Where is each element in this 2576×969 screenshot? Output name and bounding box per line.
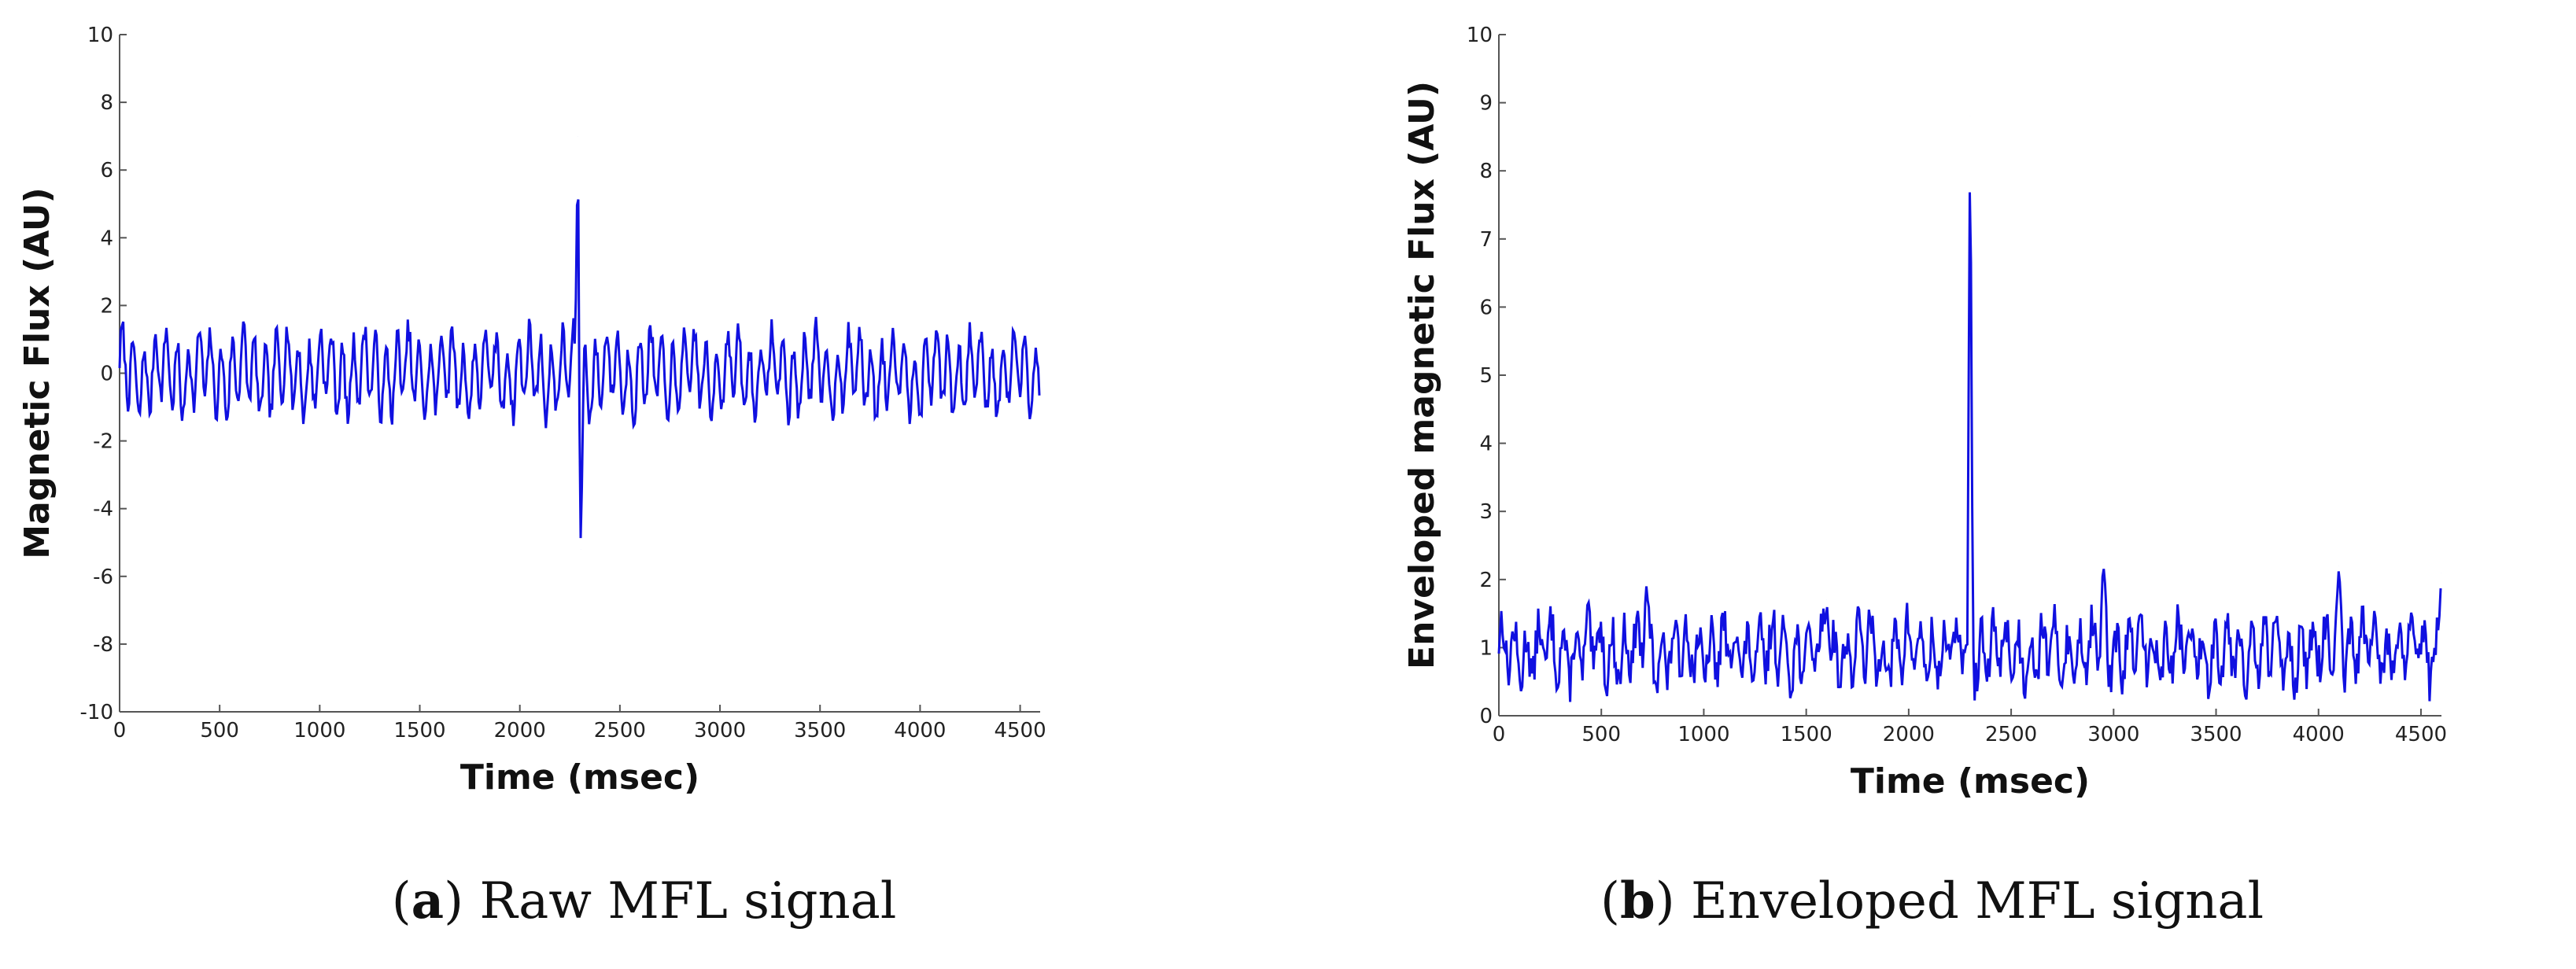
x-tick-label: 500 (200, 719, 239, 742)
x-tick-label: 3500 (794, 719, 846, 742)
x-tick-label: 3500 (2190, 723, 2242, 746)
y-tick-label: -6 (93, 566, 113, 589)
caption-letter: a (411, 871, 445, 930)
y-tick-label: 6 (1479, 296, 1493, 319)
x-tick-label: 0 (113, 719, 127, 742)
caption-enveloped: (b) Enveloped MFL signal (1600, 871, 2264, 930)
x-axis-label: Time (msec) (460, 757, 699, 798)
y-tick-label: 3 (1479, 500, 1493, 524)
y-tick-label: 0 (1479, 705, 1493, 728)
y-tick-label: 4 (100, 227, 113, 250)
y-tick-label: -10 (80, 701, 113, 724)
x-tick-label: 2000 (1883, 723, 1935, 746)
x-tick-label: 3000 (694, 719, 746, 742)
x-tick-label: 3000 (2087, 723, 2139, 746)
y-tick-label: 2 (1479, 569, 1493, 592)
y-tick-label: 10 (1467, 24, 1493, 47)
signal-series-line (1497, 192, 2442, 702)
y-tick-label: 4 (1479, 433, 1493, 456)
caption-text: Enveloped MFL signal (1691, 872, 2264, 930)
y-tick-label: 5 (1479, 364, 1493, 388)
x-tick-label: 4500 (994, 719, 1046, 742)
x-tick-label: 500 (1581, 723, 1621, 746)
y-tick-label: 9 (1479, 92, 1493, 116)
x-axis-label: Time (msec) (1851, 761, 2090, 801)
y-tick-label: 8 (100, 91, 113, 115)
caption-raw: (a) Raw MFL signal (391, 871, 897, 930)
x-tick-label: 1000 (293, 719, 345, 742)
y-tick-label: -4 (93, 498, 113, 521)
y-tick-label: 6 (100, 159, 113, 182)
caption-letter: b (1619, 871, 1655, 930)
y-tick-label: 10 (87, 24, 113, 47)
y-axis-label: Enveloped magnetic Flux (AU) (1402, 81, 1442, 669)
x-tick-label: 4000 (2293, 723, 2345, 746)
y-tick-label: 1 (1479, 636, 1493, 660)
y-tick-label: 2 (100, 294, 113, 318)
y-tick-label: 0 (100, 363, 113, 386)
y-tick-label: -8 (93, 633, 113, 657)
x-tick-label: 4500 (2395, 723, 2447, 746)
x-tick-label: 1500 (393, 719, 445, 742)
x-tick-label: 1000 (1677, 723, 1729, 746)
x-tick-label: 0 (1493, 723, 1506, 746)
caption-text: Raw MFL signal (479, 872, 897, 930)
x-tick-label: 1500 (1781, 723, 1832, 746)
x-tick-label: 2000 (494, 719, 546, 742)
chart-panel-raw: 10 8 6 4 2 0 -2 -4 -6 -8 -10 0 500 1000 1500 2000 2500 30… (17, 24, 1046, 930)
x-tick-label: 2500 (1985, 723, 2037, 746)
y-tick-label: 7 (1479, 228, 1493, 252)
chart-panel-enveloped: 10 9 8 7 6 5 4 3 2 1 0 0 500 1000 1500 2000 2500 3000 3500… (1288, 0, 2576, 969)
y-axis-label: Magnetic Flux (AU) (17, 187, 57, 558)
y-tick-label: 8 (1479, 160, 1493, 183)
x-tick-label: 2500 (594, 719, 646, 742)
signal-series-line (118, 199, 1041, 539)
x-tick-label: 4000 (894, 719, 946, 742)
y-tick-label: -2 (93, 430, 113, 454)
